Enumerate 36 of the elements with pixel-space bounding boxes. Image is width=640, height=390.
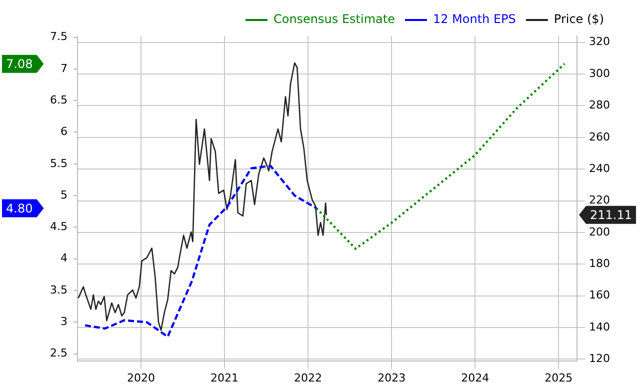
y-tick-label: 5.5	[50, 156, 68, 170]
x-tick-label: 2020	[126, 371, 155, 384]
y-tick-label: 7	[60, 62, 68, 75]
y-tick-label: 6.5	[50, 93, 68, 106]
legend-label: 12 Month EPS	[432, 12, 516, 26]
line-series	[84, 164, 318, 338]
y2-tick-label: 280	[589, 98, 610, 112]
line-series	[315, 62, 566, 250]
y2-tick-label: 120	[589, 352, 610, 366]
legend-label: Price ($)	[554, 12, 604, 26]
y2-tick-label: 240	[589, 162, 610, 175]
y-tick-label: 5	[60, 188, 68, 202]
text: 7.08	[6, 56, 33, 71]
y2-tick-label: 300	[589, 66, 610, 80]
y-tick-label: 4.5	[50, 220, 68, 234]
y-tick-label: 4	[60, 252, 68, 265]
y2-tick-label: 260	[589, 130, 610, 144]
x-tick-label: 2025	[544, 371, 573, 384]
y2-tick-label: 220	[589, 194, 610, 207]
y-tick-label: 6	[60, 125, 68, 138]
y2-tick-label: 320	[589, 35, 610, 48]
y-tick-label: 2.5	[50, 346, 68, 360]
y2-tick-label: 140	[589, 320, 610, 334]
y-tick-label: 7.5	[50, 30, 68, 44]
x-tick-label: 2023	[378, 371, 406, 384]
y2-tick-label: 180	[589, 257, 610, 270]
x-tick-label: 2024	[461, 371, 490, 384]
y-tick-label: 3.5	[50, 283, 68, 296]
x-tick-label: 2022	[294, 371, 322, 384]
legend-label: Consensus Estimate	[273, 12, 395, 26]
x-tick-label: 2021	[210, 371, 239, 384]
y-tick-label: 3	[60, 315, 68, 328]
y2-tick-label: 200	[589, 225, 610, 238]
text: 211.11	[590, 208, 632, 222]
text: 4.80	[6, 201, 33, 216]
y2-tick-label: 160	[589, 288, 610, 302]
